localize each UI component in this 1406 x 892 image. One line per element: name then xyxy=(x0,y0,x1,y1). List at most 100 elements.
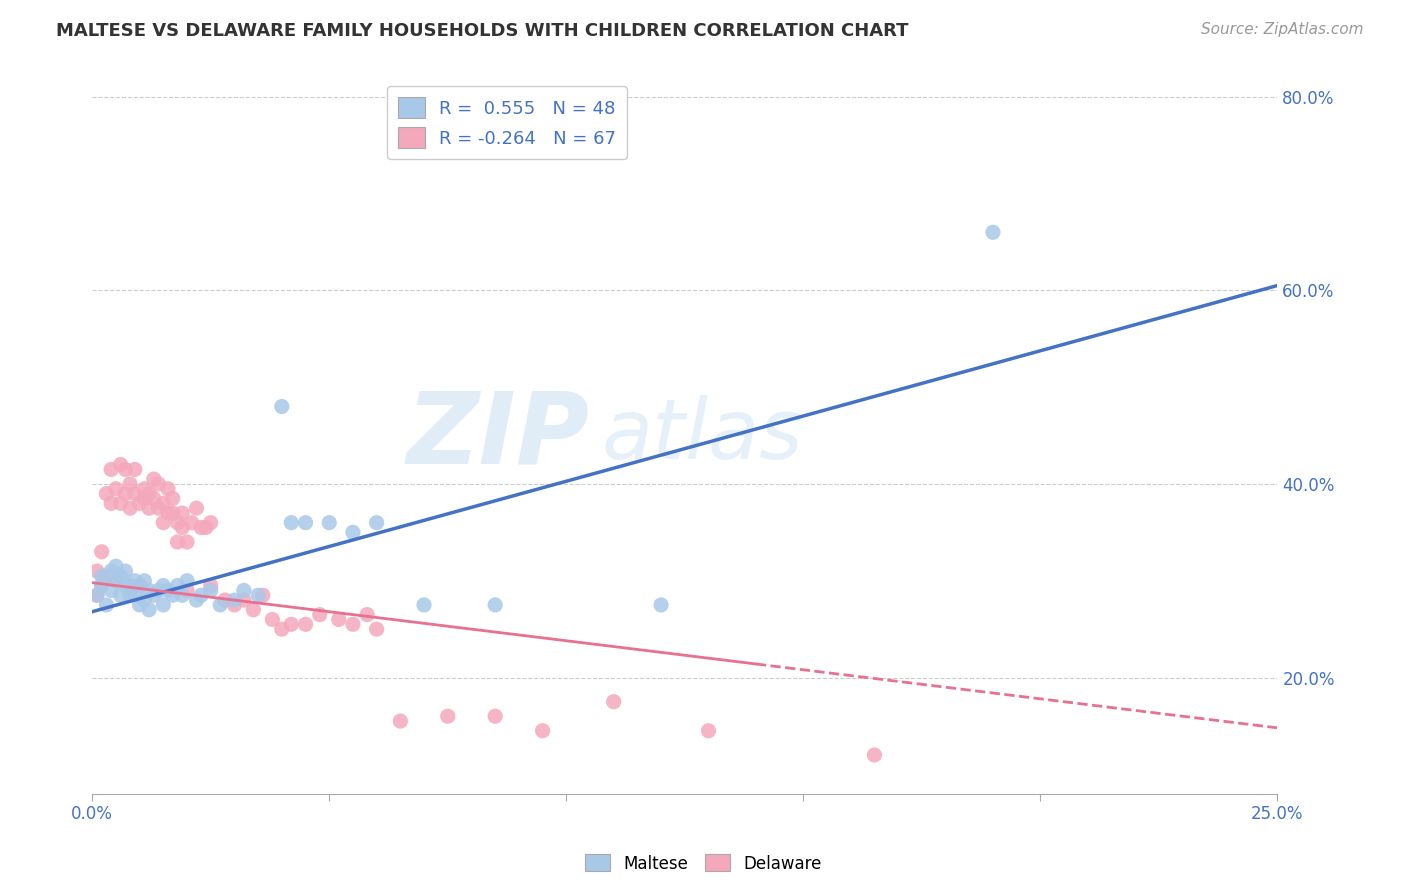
Point xyxy=(104,574,127,588)
Point xyxy=(100,583,122,598)
Point xyxy=(342,525,364,540)
Point xyxy=(114,462,136,476)
Point xyxy=(224,593,246,607)
Point xyxy=(200,583,222,598)
Point xyxy=(366,622,388,636)
Point xyxy=(152,598,174,612)
Point xyxy=(484,709,506,723)
Point xyxy=(366,516,388,530)
Point xyxy=(138,501,160,516)
Text: Source: ZipAtlas.com: Source: ZipAtlas.com xyxy=(1201,22,1364,37)
Point xyxy=(863,747,886,762)
Point xyxy=(166,535,188,549)
Point xyxy=(90,545,112,559)
Point xyxy=(114,564,136,578)
Point xyxy=(124,462,146,476)
Text: ZIP: ZIP xyxy=(406,387,591,484)
Point xyxy=(148,583,170,598)
Point xyxy=(172,520,194,534)
Point xyxy=(110,588,132,602)
Point xyxy=(90,578,112,592)
Point xyxy=(110,496,132,510)
Point xyxy=(124,588,146,602)
Point xyxy=(142,472,165,486)
Point xyxy=(104,559,127,574)
Point xyxy=(389,714,412,728)
Point xyxy=(142,588,165,602)
Point xyxy=(157,506,180,520)
Point xyxy=(270,400,292,414)
Point xyxy=(114,486,136,500)
Point xyxy=(96,598,118,612)
Point xyxy=(100,564,122,578)
Point xyxy=(152,516,174,530)
Point xyxy=(148,501,170,516)
Point xyxy=(294,516,316,530)
Point xyxy=(308,607,330,622)
Point xyxy=(86,564,108,578)
Point xyxy=(142,491,165,506)
Point xyxy=(128,496,150,510)
Point xyxy=(100,462,122,476)
Point xyxy=(224,598,246,612)
Point xyxy=(342,617,364,632)
Point xyxy=(650,598,672,612)
Point xyxy=(162,588,184,602)
Point xyxy=(280,617,302,632)
Point xyxy=(138,486,160,500)
Point xyxy=(232,593,254,607)
Point xyxy=(120,578,142,592)
Point xyxy=(328,612,350,626)
Point xyxy=(162,491,184,506)
Point xyxy=(436,709,458,723)
Point xyxy=(124,574,146,588)
Point xyxy=(157,482,180,496)
Text: MALTESE VS DELAWARE FAMILY HOUSEHOLDS WITH CHILDREN CORRELATION CHART: MALTESE VS DELAWARE FAMILY HOUSEHOLDS WI… xyxy=(56,22,908,40)
Point xyxy=(120,501,142,516)
Point xyxy=(100,496,122,510)
Point xyxy=(152,578,174,592)
Point xyxy=(104,482,127,496)
Point xyxy=(602,695,624,709)
Legend: Maltese, Delaware: Maltese, Delaware xyxy=(578,847,828,880)
Point xyxy=(484,598,506,612)
Point xyxy=(186,501,208,516)
Point xyxy=(90,569,112,583)
Point xyxy=(242,603,264,617)
Point xyxy=(134,593,156,607)
Point xyxy=(413,598,436,612)
Point xyxy=(96,486,118,500)
Point xyxy=(356,607,378,622)
Point xyxy=(247,588,270,602)
Point xyxy=(190,588,212,602)
Point xyxy=(114,578,136,592)
Point xyxy=(214,593,236,607)
Point xyxy=(110,569,132,583)
Point xyxy=(162,506,184,520)
Point xyxy=(294,617,316,632)
Point xyxy=(262,612,284,626)
Point xyxy=(120,477,142,491)
Point xyxy=(138,583,160,598)
Point xyxy=(200,516,222,530)
Point xyxy=(152,496,174,510)
Point xyxy=(90,578,112,592)
Point xyxy=(194,520,217,534)
Point xyxy=(86,588,108,602)
Point xyxy=(318,516,340,530)
Point xyxy=(200,578,222,592)
Point xyxy=(134,574,156,588)
Point xyxy=(134,491,156,506)
Point xyxy=(110,458,132,472)
Point xyxy=(176,574,198,588)
Point xyxy=(531,723,554,738)
Point xyxy=(166,578,188,592)
Point xyxy=(96,569,118,583)
Point xyxy=(232,583,254,598)
Point xyxy=(124,486,146,500)
Legend: R =  0.555   N = 48, R = -0.264   N = 67: R = 0.555 N = 48, R = -0.264 N = 67 xyxy=(387,87,627,159)
Point xyxy=(172,506,194,520)
Point xyxy=(190,520,212,534)
Point xyxy=(270,622,292,636)
Point xyxy=(176,583,198,598)
